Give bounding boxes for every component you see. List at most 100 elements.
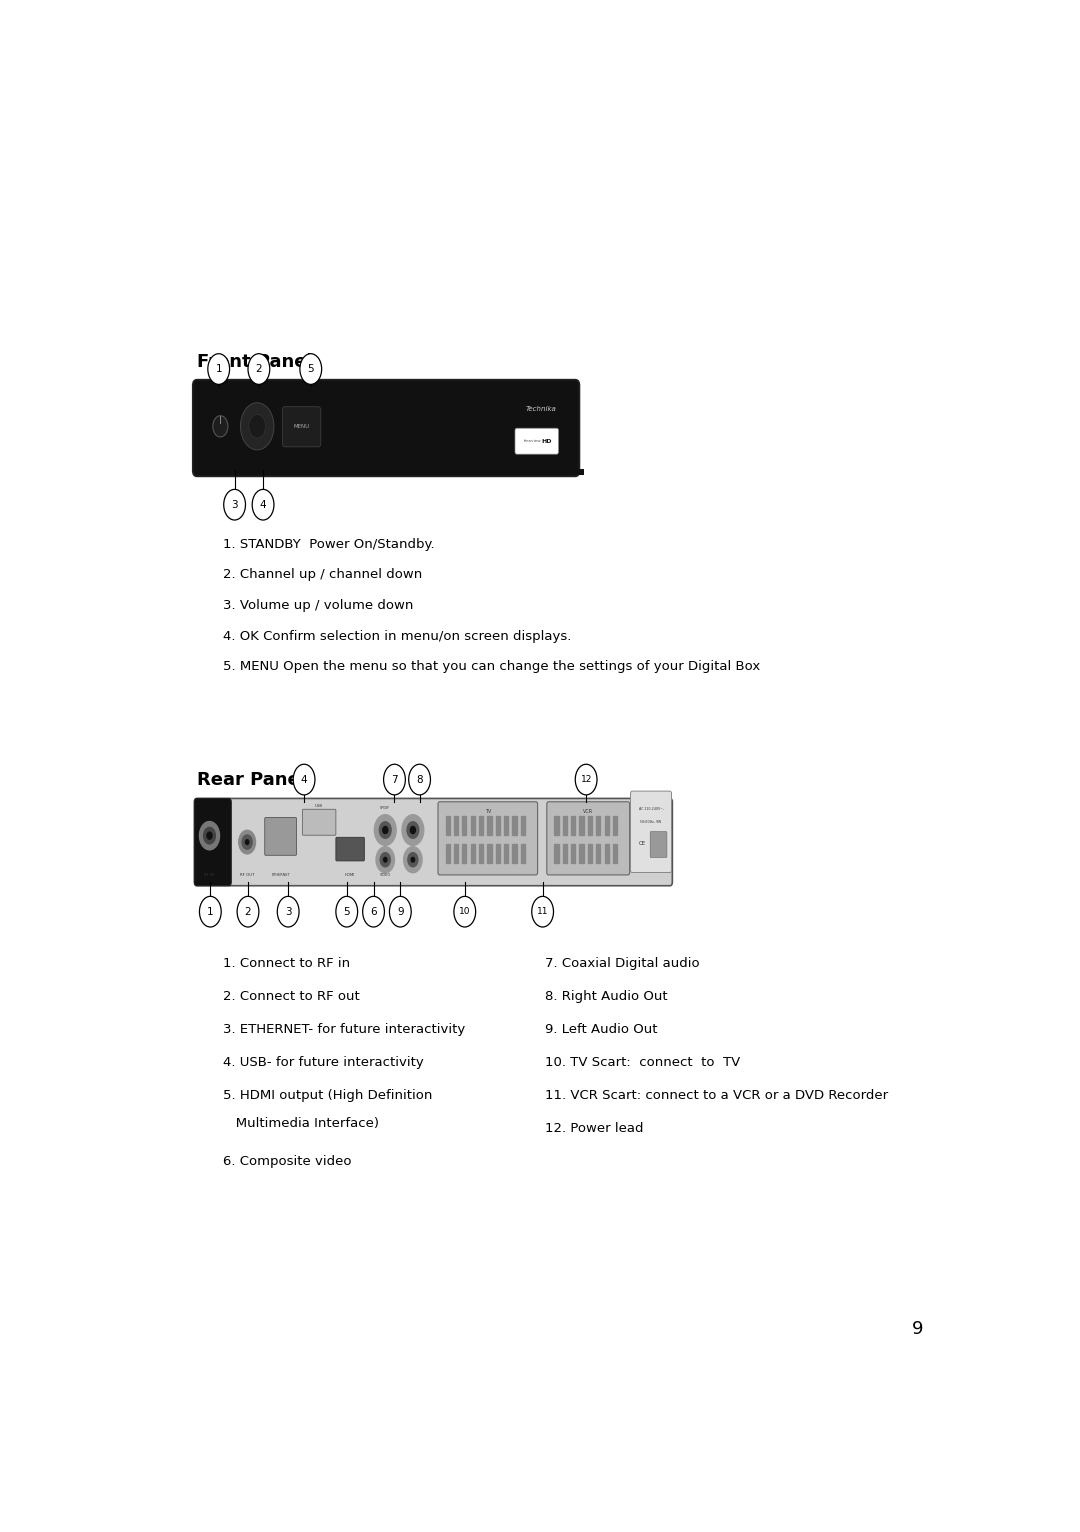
Bar <box>571 817 576 835</box>
Circle shape <box>390 896 411 927</box>
Text: 3: 3 <box>231 499 238 510</box>
Bar <box>446 844 449 863</box>
Circle shape <box>375 815 396 846</box>
Bar <box>496 844 500 863</box>
FancyBboxPatch shape <box>265 818 297 855</box>
Text: freeview: freeview <box>524 440 541 443</box>
Circle shape <box>407 821 419 838</box>
Bar <box>605 817 609 835</box>
Bar <box>471 844 475 863</box>
Text: HD: HD <box>542 438 552 444</box>
Bar <box>613 817 617 835</box>
Text: Rear Panel: Rear Panel <box>197 771 306 789</box>
Text: 6. Composite video: 6. Composite video <box>222 1155 351 1167</box>
FancyBboxPatch shape <box>438 801 538 875</box>
Text: 2. Connect to RF out: 2. Connect to RF out <box>222 990 360 1002</box>
Text: 1. Connect to RF in: 1. Connect to RF in <box>222 956 350 970</box>
Text: 3. ETHERNET- for future interactivity: 3. ETHERNET- for future interactivity <box>222 1022 465 1036</box>
Circle shape <box>239 830 256 853</box>
Circle shape <box>245 840 248 844</box>
Bar <box>521 844 525 863</box>
Bar <box>480 817 483 835</box>
Text: 9. Left Audio Out: 9. Left Audio Out <box>545 1022 658 1036</box>
Circle shape <box>576 764 597 795</box>
Text: 1: 1 <box>207 907 214 916</box>
Text: RF OUT: RF OUT <box>240 873 255 878</box>
Bar <box>563 469 583 475</box>
Circle shape <box>363 896 384 927</box>
Bar <box>480 844 483 863</box>
Circle shape <box>411 858 415 863</box>
Text: SPDIF: SPDIF <box>380 806 390 810</box>
Circle shape <box>379 821 391 838</box>
FancyBboxPatch shape <box>650 832 667 858</box>
Bar <box>504 817 509 835</box>
Circle shape <box>336 896 357 927</box>
Text: VCR: VCR <box>583 809 593 813</box>
Bar <box>454 817 458 835</box>
Text: 5. HDMI output (High Definition: 5. HDMI output (High Definition <box>222 1089 432 1102</box>
Text: Front Panel: Front Panel <box>197 352 312 371</box>
Circle shape <box>242 835 253 849</box>
Circle shape <box>207 354 230 385</box>
Circle shape <box>278 896 299 927</box>
Bar <box>571 844 576 863</box>
Bar <box>487 817 491 835</box>
Circle shape <box>248 354 270 385</box>
Bar <box>588 844 592 863</box>
Text: 7. Coaxial Digital audio: 7. Coaxial Digital audio <box>545 956 700 970</box>
Text: 10: 10 <box>459 907 471 916</box>
Text: 4: 4 <box>300 775 308 784</box>
Circle shape <box>408 764 431 795</box>
Text: VIDEO: VIDEO <box>380 873 391 878</box>
Text: 11: 11 <box>537 907 549 916</box>
Text: TV: TV <box>485 809 491 813</box>
Bar <box>462 844 467 863</box>
Circle shape <box>200 821 219 850</box>
Bar <box>596 817 600 835</box>
Bar <box>605 844 609 863</box>
Circle shape <box>454 896 475 927</box>
Text: 3: 3 <box>285 907 292 916</box>
Text: 4. USB- for future interactivity: 4. USB- for future interactivity <box>222 1056 423 1069</box>
Bar <box>446 817 449 835</box>
Text: RF IN: RF IN <box>204 873 215 878</box>
Text: 11. VCR Scart: connect to a VCR or a DVD Recorder: 11. VCR Scart: connect to a VCR or a DVD… <box>545 1089 888 1102</box>
FancyBboxPatch shape <box>515 429 558 453</box>
Circle shape <box>207 832 212 840</box>
Text: 12. Power lead: 12. Power lead <box>545 1121 644 1135</box>
Text: 2. Channel up / channel down: 2. Channel up / channel down <box>222 568 422 582</box>
Text: 8: 8 <box>416 775 423 784</box>
Circle shape <box>213 415 228 437</box>
Bar <box>462 817 467 835</box>
Bar <box>554 817 558 835</box>
Text: 10. TV Scart:  connect  to  TV: 10. TV Scart: connect to TV <box>545 1056 741 1069</box>
Circle shape <box>383 764 405 795</box>
Bar <box>563 817 567 835</box>
Bar <box>580 844 583 863</box>
Circle shape <box>300 354 322 385</box>
Bar <box>487 844 491 863</box>
Text: 7: 7 <box>391 775 397 784</box>
Bar <box>205 469 226 475</box>
Text: 2: 2 <box>245 907 252 916</box>
Bar <box>513 817 516 835</box>
Text: 5. MENU Open the menu so that you can change the settings of your Digital Box: 5. MENU Open the menu so that you can ch… <box>222 660 760 674</box>
Bar <box>471 817 475 835</box>
Bar <box>588 817 592 835</box>
Text: 5: 5 <box>308 365 314 374</box>
Circle shape <box>380 853 390 867</box>
Bar <box>596 844 600 863</box>
Bar <box>513 844 516 863</box>
FancyBboxPatch shape <box>336 838 364 861</box>
Text: 1: 1 <box>215 365 222 374</box>
Circle shape <box>238 896 259 927</box>
Circle shape <box>248 415 266 438</box>
Text: HDMI: HDMI <box>345 873 355 878</box>
FancyBboxPatch shape <box>194 798 673 885</box>
Text: 2: 2 <box>256 365 262 374</box>
Text: 9: 9 <box>912 1319 923 1337</box>
Text: CE: CE <box>639 841 646 846</box>
FancyBboxPatch shape <box>631 791 672 873</box>
Bar <box>521 817 525 835</box>
